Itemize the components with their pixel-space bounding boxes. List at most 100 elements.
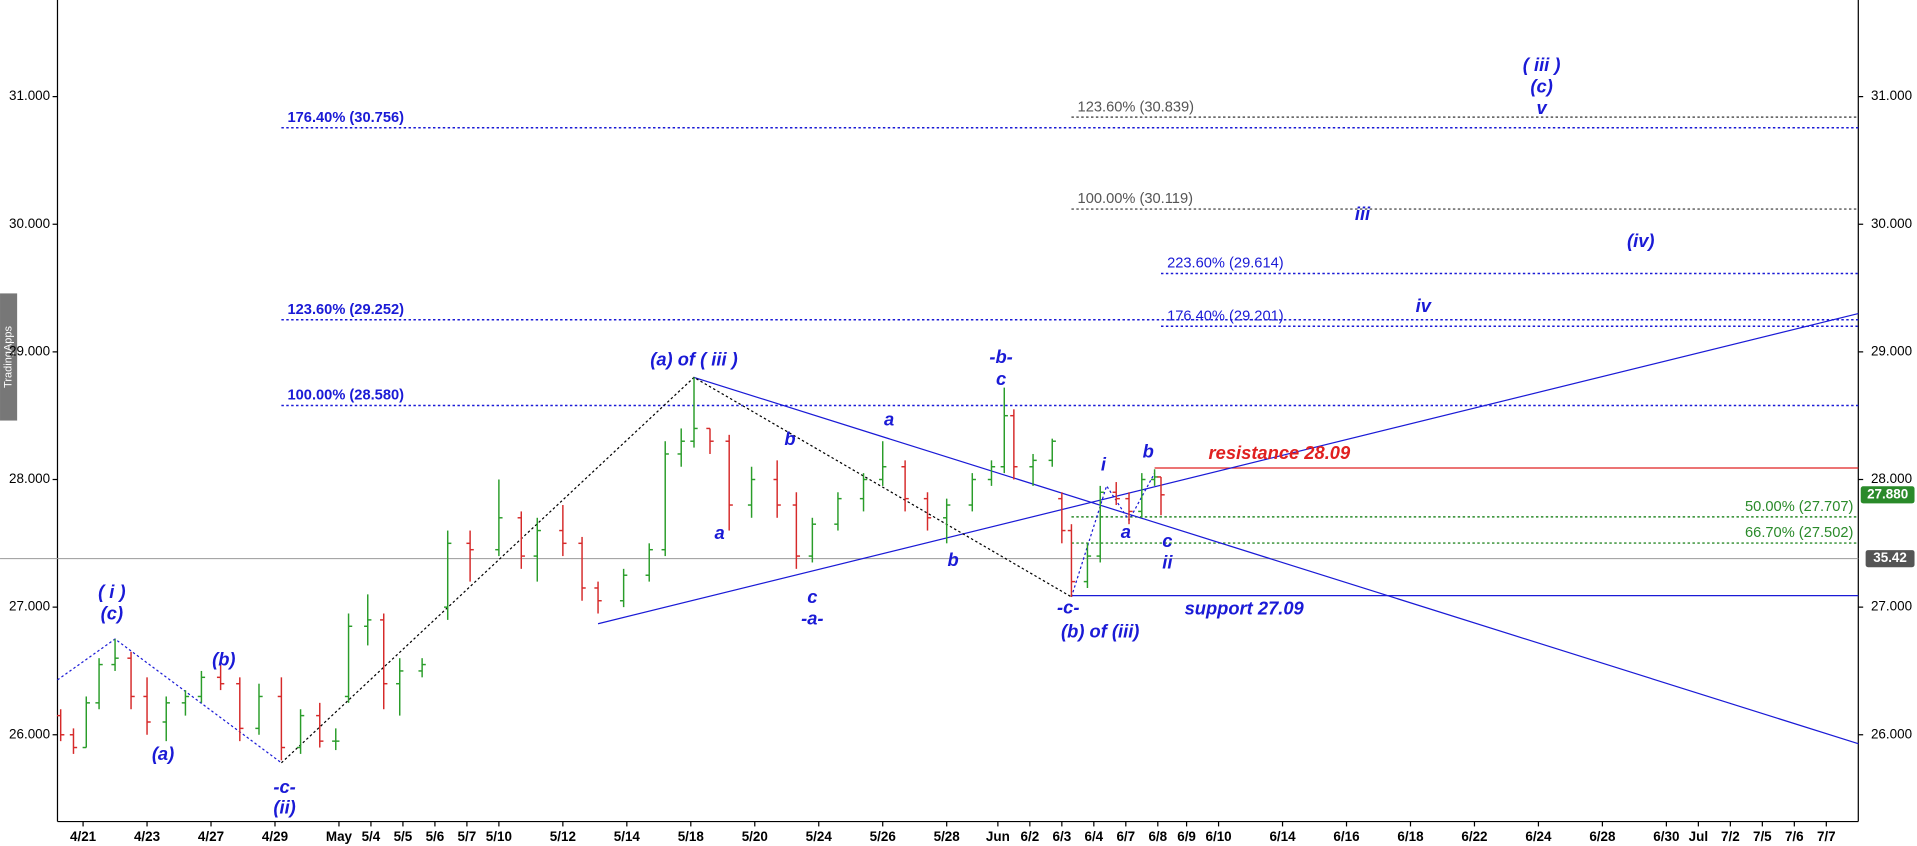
x-tick-label: 4/27 [198, 829, 224, 844]
x-tick-label: 6/10 [1205, 829, 1231, 844]
x-tick-label: 6/24 [1525, 829, 1552, 844]
level-label: 123.60% (29.252) [287, 302, 404, 318]
wave-label: a [714, 522, 724, 543]
x-tick-label: 5/4 [362, 829, 381, 844]
wave-label: v [1537, 97, 1549, 118]
x-tick-label: 5/10 [486, 829, 512, 844]
level-label: 100.00% (28.580) [287, 388, 404, 404]
x-tick-label: 5/28 [934, 829, 961, 844]
y-tick-label: 26.000 [9, 726, 50, 741]
x-tick-label: 6/14 [1269, 829, 1296, 844]
x-tick-label: 6/18 [1397, 829, 1424, 844]
x-tick-label: 5/14 [614, 829, 641, 844]
x-tick-label: 6/2 [1021, 829, 1040, 844]
x-tick-label: 4/23 [134, 829, 160, 844]
level-label: 100.00% (30.119) [1078, 191, 1193, 207]
wave-label: (b) [212, 649, 235, 670]
level-note: resistance 28.09 [1209, 442, 1351, 463]
wave-label: -c- [273, 776, 295, 797]
last-price-tag [1860, 486, 1915, 504]
y-tick-label: 31.000 [9, 88, 50, 103]
wave-label: b [1143, 441, 1154, 462]
x-tick-label: Jul [1689, 829, 1708, 844]
wave-label: c [1162, 530, 1172, 551]
wave-label: -b- [989, 346, 1012, 367]
y-tick-label-right: 26.000 [1871, 726, 1912, 741]
x-tick-label: 7/6 [1785, 829, 1804, 844]
wave-label: (iv) [1627, 230, 1655, 251]
x-tick-label: 6/9 [1177, 829, 1196, 844]
wave-label: (b) of (iii) [1061, 621, 1139, 642]
x-tick-label: 6/30 [1653, 829, 1679, 844]
level-label: 176.40% (29.201) [1167, 308, 1284, 324]
x-tick-label: 5/18 [678, 829, 705, 844]
y-tick-label-right: 29.000 [1871, 343, 1912, 358]
wave-label: iii [1355, 203, 1371, 224]
x-tick-label: 7/7 [1817, 829, 1836, 844]
wave-label: (a) [152, 743, 174, 764]
x-tick-label: 4/29 [262, 829, 288, 844]
level-label: 123.60% (30.839) [1078, 99, 1195, 115]
x-tick-label: 6/3 [1052, 829, 1071, 844]
level-label: 66.70% (27.502) [1745, 525, 1853, 541]
wave-label: -a- [801, 608, 823, 629]
x-tick-label: 5/6 [426, 829, 445, 844]
x-tick-label: 6/22 [1461, 829, 1487, 844]
trendline [1070, 472, 1156, 598]
wave-label: c [996, 368, 1006, 389]
y-tick-label: 29.000 [9, 343, 50, 358]
wave-label: (c) [101, 603, 123, 624]
x-tick-label: 5/24 [806, 829, 833, 844]
x-tick-label: 6/4 [1084, 829, 1103, 844]
last-price-label: 27.880 [1867, 486, 1908, 501]
wave-label: (c) [1530, 76, 1552, 97]
x-tick-label: 5/7 [458, 829, 477, 844]
x-tick-label: May [326, 829, 353, 844]
wave-label: ii [1162, 552, 1173, 573]
level-label: 176.40% (30.756) [287, 110, 404, 126]
wave-label: -c- [1057, 596, 1079, 617]
x-tick-label: Jun [986, 829, 1010, 844]
wave-label: c [807, 586, 817, 607]
x-tick-label: 5/5 [394, 829, 413, 844]
wave-label: a [884, 409, 894, 430]
x-tick-label: 7/2 [1721, 829, 1740, 844]
x-tick-label: 4/21 [70, 829, 97, 844]
watermark-box: TradingApps [0, 293, 18, 421]
x-tick-label: 5/20 [742, 829, 768, 844]
y-tick-label: 30.000 [9, 216, 50, 231]
wave-label: iv [1416, 295, 1433, 316]
wave-label: ( i ) [98, 581, 125, 602]
watermark-bg [0, 293, 18, 421]
wave-label: i [1101, 453, 1107, 474]
y-tick-label-right: 30.000 [1871, 216, 1912, 231]
y-tick-label: 28.000 [9, 471, 50, 486]
y-tick-label-right: 28.000 [1871, 471, 1912, 486]
wave-label: (a) of ( iii ) [650, 349, 738, 370]
x-tick-label: 6/7 [1116, 829, 1135, 844]
crosshair-label: 35.42 [1873, 550, 1907, 565]
x-tick-label: 5/26 [870, 829, 896, 844]
wave-label: (ii) [273, 797, 295, 818]
y-tick-label: 27.000 [9, 599, 50, 614]
y-tick-label-right: 31.000 [1871, 88, 1912, 103]
crosshair-tag [1865, 550, 1915, 568]
wave-label: b [784, 428, 795, 449]
wave-label: ( iii ) [1523, 54, 1561, 75]
wave-label: b [947, 549, 958, 570]
x-tick-label: 5/12 [550, 829, 576, 844]
watermark: TradingApps [2, 326, 14, 388]
trendline [57, 638, 282, 764]
wave-label: a [1121, 521, 1131, 542]
trendline [597, 312, 1859, 625]
level-note: support 27.09 [1185, 598, 1305, 619]
level-label: 50.00% (27.707) [1745, 499, 1853, 515]
trendline [693, 376, 1859, 745]
level-label: 223.60% (29.614) [1167, 256, 1284, 272]
x-tick-label: 6/8 [1148, 829, 1167, 844]
x-tick-label: 7/5 [1753, 829, 1772, 844]
x-tick-label: 6/28 [1589, 829, 1616, 844]
x-tick-label: 6/16 [1333, 829, 1359, 844]
y-tick-label-right: 27.000 [1871, 599, 1912, 614]
